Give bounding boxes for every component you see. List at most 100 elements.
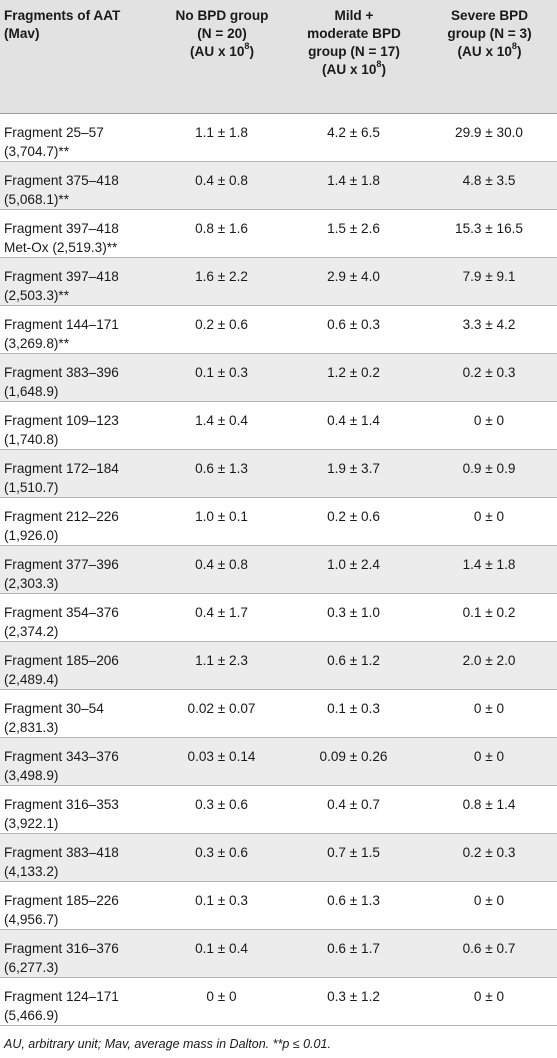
table-row: Fragment 375–418 (5,068.1)** 0.4 ± 0.8 1.4 …	[0, 161, 557, 210]
mild-moderate-value: 1.4 ± 1.8	[286, 161, 421, 210]
severe-value: 0.8 ± 1.4	[421, 785, 557, 834]
severe-value: 2.0 ± 2.0	[421, 641, 557, 690]
severe-value: 0.6 ± 0.7	[421, 929, 557, 978]
fragment-name: Fragment 397–418	[4, 268, 119, 284]
fragment-mass: (1,926.0)	[4, 527, 59, 543]
fragment-mass: (1,510.7)	[4, 479, 59, 495]
table-body: Fragment 25–57 (3,704.7)** 1.1 ± 1.8 4.2 ± …	[0, 113, 557, 1026]
table-row: Fragment 25–57 (3,704.7)** 1.1 ± 1.8 4.2 ± …	[0, 113, 557, 162]
table-row: Fragment 109–123 (1,740.8) 1.4 ± 0.4 0.4 ± …	[0, 401, 557, 450]
table-row: Fragment 30–54 (2,831.3) 0.02 ± 0.07 0.1 ± …	[0, 689, 557, 738]
fragment-cell: Fragment 316–353 (3,922.1)	[0, 785, 157, 834]
no-bpd-value: 0.2 ± 0.6	[157, 305, 286, 354]
fragment-name: Fragment 343–376	[4, 748, 119, 764]
fragment-cell: Fragment 185–206 (2,489.4)	[0, 641, 157, 690]
severe-value: 0.2 ± 0.3	[421, 353, 557, 402]
header-no-bpd-line-2: (N = 20)	[197, 26, 247, 41]
table-row: Fragment 124–171 (5,466.9) 0 ± 0 0.3 ± 1.2 0…	[0, 977, 557, 1026]
mild-moderate-value: 0.4 ± 0.7	[286, 785, 421, 834]
header-no-bpd: No BPD group (N = 20) (AU x 108)	[157, 0, 286, 114]
fragment-cell: Fragment 25–57 (3,704.7)**	[0, 113, 157, 162]
fragment-cell: Fragment 30–54 (2,831.3)	[0, 689, 157, 738]
table-row: Fragment 397–418 Met-Ox (2,519.3)** 0.8 ± …	[0, 209, 557, 258]
no-bpd-value: 1.1 ± 2.3	[157, 641, 286, 690]
fragment-cell: Fragment 354–376 (2,374.2)	[0, 593, 157, 642]
mild-moderate-value: 0.6 ± 1.7	[286, 929, 421, 978]
no-bpd-value: 0.8 ± 1.6	[157, 209, 286, 258]
no-bpd-value: 0 ± 0	[157, 977, 286, 1026]
header-mild-line-3: group (N = 17)	[308, 44, 400, 59]
severe-value: 0 ± 0	[421, 689, 557, 738]
fragment-cell: Fragment 375–418 (5,068.1)**	[0, 161, 157, 210]
no-bpd-value: 0.1 ± 0.3	[157, 353, 286, 402]
severe-value: 0.1 ± 0.2	[421, 593, 557, 642]
no-bpd-value: 0.3 ± 0.6	[157, 833, 286, 882]
fragment-cell: Fragment 185–226 (4,956.7)	[0, 881, 157, 930]
no-bpd-value: 0.1 ± 0.3	[157, 881, 286, 930]
mild-moderate-value: 0.2 ± 0.6	[286, 497, 421, 546]
fragment-cell: Fragment 124–171 (5,466.9)	[0, 977, 157, 1026]
header-mild-line-2: moderate BPD	[307, 26, 401, 41]
table-row: Fragment 212–226 (1,926.0) 1.0 ± 0.1 0.2 ± …	[0, 497, 557, 546]
no-bpd-value: 1.1 ± 1.8	[157, 113, 286, 162]
table-row: Fragment 144–171 (3,269.8)** 0.2 ± 0.6 0.6 …	[0, 305, 557, 354]
fragment-cell: Fragment 316–376 (6,277.3)	[0, 929, 157, 978]
fragment-mass: (3,269.8)**	[4, 335, 69, 351]
table-row: Fragment 185–206 (2,489.4) 1.1 ± 2.3 0.6 ± …	[0, 641, 557, 690]
no-bpd-value: 0.4 ± 1.7	[157, 593, 286, 642]
no-bpd-value: 0.4 ± 0.8	[157, 545, 286, 594]
fragment-name: Fragment 375–418	[4, 172, 119, 188]
mild-moderate-value: 0.3 ± 1.0	[286, 593, 421, 642]
fragment-name: Fragment 185–206	[4, 652, 119, 668]
no-bpd-value: 0.3 ± 0.6	[157, 785, 286, 834]
mild-moderate-value: 1.5 ± 2.6	[286, 209, 421, 258]
fragment-name: Fragment 109–123	[4, 412, 119, 428]
fragment-cell: Fragment 383–418 (4,133.2)	[0, 833, 157, 882]
mild-moderate-value: 0.3 ± 1.2	[286, 977, 421, 1026]
table-row: Fragment 397–418 (2,503.3)** 1.6 ± 2.2 2.9 …	[0, 257, 557, 306]
fragment-cell: Fragment 397–418 Met-Ox (2,519.3)**	[0, 209, 157, 258]
table-header-row: Fragments of AAT (Mav) No BPD group (N =…	[0, 0, 557, 114]
no-bpd-value: 1.0 ± 0.1	[157, 497, 286, 546]
fragment-cell: Fragment 377–396 (2,303.3)	[0, 545, 157, 594]
fragment-cell: Fragment 397–418 (2,503.3)**	[0, 257, 157, 306]
no-bpd-value: 0.1 ± 0.4	[157, 929, 286, 978]
fragment-name: Fragment 124–171	[4, 988, 119, 1004]
fragment-mass: (5,466.9)	[4, 1007, 59, 1023]
mild-moderate-value: 1.9 ± 3.7	[286, 449, 421, 498]
fragment-mass: (2,503.3)**	[4, 287, 69, 303]
table-row: Fragment 172–184 (1,510.7) 0.6 ± 1.3 1.9 ± …	[0, 449, 557, 498]
severe-value: 4.8 ± 3.5	[421, 161, 557, 210]
fragment-mass: (4,956.7)	[4, 911, 59, 927]
severe-value: 29.9 ± 30.0	[421, 113, 557, 162]
fragment-cell: Fragment 109–123 (1,740.8)	[0, 401, 157, 450]
header-fragments-line-2: (Mav)	[4, 26, 40, 41]
no-bpd-value: 0.4 ± 0.8	[157, 161, 286, 210]
severe-value: 0.9 ± 0.9	[421, 449, 557, 498]
fragment-name: Fragment 172–184	[4, 460, 119, 476]
fragment-mass: Met-Ox (2,519.3)**	[4, 239, 118, 255]
mild-moderate-value: 0.4 ± 1.4	[286, 401, 421, 450]
fragment-mass: (2,303.3)	[4, 575, 59, 591]
fragment-name: Fragment 25–57	[4, 124, 104, 140]
mild-moderate-value: 0.6 ± 1.3	[286, 881, 421, 930]
mild-moderate-value: 0.6 ± 1.2	[286, 641, 421, 690]
table-row: Fragment 383–418 (4,133.2) 0.3 ± 0.6 0.7 ± …	[0, 833, 557, 882]
header-severe-bpd: Severe BPD group (N = 3) (AU x 108)	[421, 0, 557, 114]
severe-value: 3.3 ± 4.2	[421, 305, 557, 354]
fragment-name: Fragment 316–353	[4, 796, 119, 812]
fragment-mass: (6,277.3)	[4, 959, 59, 975]
header-mild-moderate-bpd: Mild + moderate BPD group (N = 17) (AU x…	[286, 0, 421, 114]
fragment-name: Fragment 185–226	[4, 892, 119, 908]
fragment-mass: (1,740.8)	[4, 431, 59, 447]
header-severe-line-1: Severe BPD	[450, 8, 529, 23]
severe-value: 0 ± 0	[421, 977, 557, 1026]
fragment-name: Fragment 144–171	[4, 316, 119, 332]
header-mild-unit: (AU x 108)	[322, 59, 386, 77]
table-row: Fragment 343–376 (3,498.9) 0.03 ± 0.14 0.09…	[0, 737, 557, 786]
mild-moderate-value: 0.1 ± 0.3	[286, 689, 421, 738]
table-row: Fragment 383–396 (1,648.9) 0.1 ± 0.3 1.2 ± …	[0, 353, 557, 402]
fragment-name: Fragment 397–418	[4, 220, 119, 236]
aat-fragments-table: Fragments of AAT (Mav) No BPD group (N =…	[0, 0, 557, 1026]
